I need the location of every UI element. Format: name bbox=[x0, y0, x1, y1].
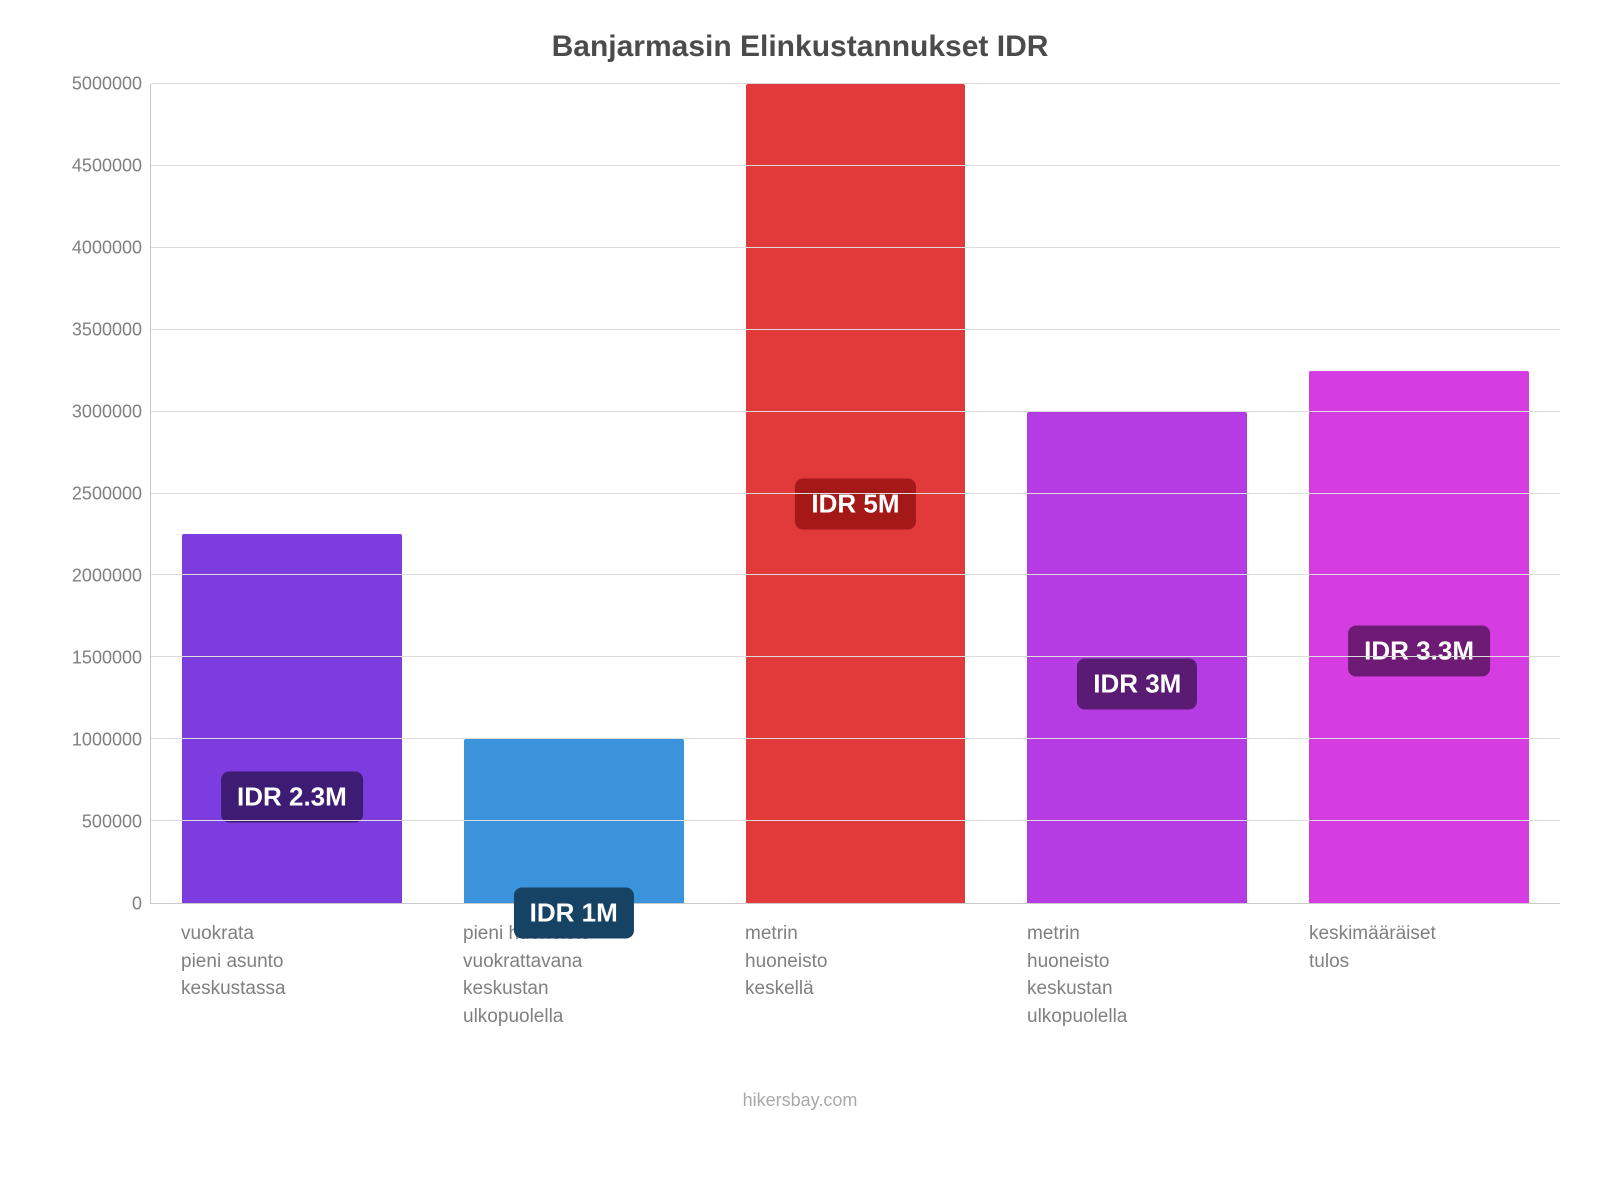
x-label-slot: keskimääräiset tulos bbox=[1278, 920, 1560, 1030]
x-axis: vuokrata pieni asunto keskustassapieni h… bbox=[150, 920, 1560, 1030]
bar-slot: IDR 3.3M bbox=[1278, 84, 1560, 903]
grid-line bbox=[151, 165, 1560, 166]
y-tick-label: 0 bbox=[132, 894, 142, 915]
y-tick-label: 3500000 bbox=[72, 320, 142, 341]
grid-line bbox=[151, 411, 1560, 412]
bar-slot: IDR 1M bbox=[433, 84, 715, 903]
value-badge: IDR 1M bbox=[514, 888, 634, 939]
grid-line bbox=[151, 493, 1560, 494]
y-tick-label: 4000000 bbox=[72, 238, 142, 259]
y-tick-label: 2000000 bbox=[72, 566, 142, 587]
cost-of-living-chart: Banjarmasin Elinkustannukset IDR 0 500000… bbox=[0, 0, 1600, 1200]
x-label-slot: metrin huoneisto keskustan ulkopuolella bbox=[996, 920, 1278, 1030]
bar: IDR 5M bbox=[746, 84, 966, 903]
value-badge: IDR 5M bbox=[795, 478, 915, 529]
source-attribution: hikersbay.com bbox=[40, 1090, 1560, 1111]
grid-line bbox=[151, 574, 1560, 575]
x-label-slot: metrin huoneisto keskellä bbox=[714, 920, 996, 1030]
y-tick-label: 2500000 bbox=[72, 484, 142, 505]
y-tick-label: 3000000 bbox=[72, 402, 142, 423]
x-label: metrin huoneisto keskellä bbox=[745, 920, 965, 1030]
value-badge: IDR 3.3M bbox=[1348, 625, 1490, 676]
plot-area: IDR 2.3M IDR 1M IDR 5M IDR 3M IDR 3.3M bbox=[150, 84, 1560, 904]
y-tick-label: 5000000 bbox=[72, 74, 142, 95]
x-label: keskimääräiset tulos bbox=[1309, 920, 1529, 1030]
x-label: vuokrata pieni asunto keskustassa bbox=[181, 920, 401, 1030]
bar-slot: IDR 3M bbox=[996, 84, 1278, 903]
y-tick-label: 500000 bbox=[82, 812, 142, 833]
grid-line bbox=[151, 820, 1560, 821]
grid-line bbox=[151, 738, 1560, 739]
value-badge: IDR 2.3M bbox=[221, 772, 363, 823]
grid-line bbox=[151, 83, 1560, 84]
bar: IDR 3.3M bbox=[1309, 371, 1529, 903]
grid-line bbox=[151, 656, 1560, 657]
y-axis: 0500000100000015000002000000250000030000… bbox=[40, 84, 150, 904]
y-tick-label: 1500000 bbox=[72, 648, 142, 669]
y-tick-label: 4500000 bbox=[72, 156, 142, 177]
bar-slot: IDR 5M bbox=[715, 84, 997, 903]
chart-title: Banjarmasin Elinkustannukset IDR bbox=[40, 30, 1560, 64]
plot-outer: 0500000100000015000002000000250000030000… bbox=[40, 84, 1560, 904]
bars-container: IDR 2.3M IDR 1M IDR 5M IDR 3M IDR 3.3M bbox=[151, 84, 1560, 903]
grid-line bbox=[151, 247, 1560, 248]
bar-slot: IDR 2.3M bbox=[151, 84, 433, 903]
value-badge: IDR 3M bbox=[1077, 658, 1197, 709]
grid-line bbox=[151, 329, 1560, 330]
x-label: metrin huoneisto keskustan ulkopuolella bbox=[1027, 920, 1247, 1030]
y-tick-label: 1000000 bbox=[72, 730, 142, 751]
bar: IDR 2.3M bbox=[182, 534, 402, 903]
x-label-slot: vuokrata pieni asunto keskustassa bbox=[150, 920, 432, 1030]
